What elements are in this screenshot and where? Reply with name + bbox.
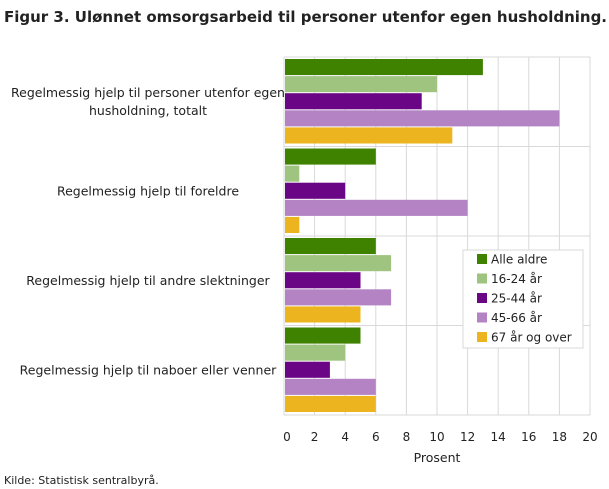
bar [285,327,361,344]
x-tick-label: 20 [582,430,597,444]
category-label: Regelmessig hjelp til foreldre [57,183,239,198]
chart-title: Figur 3. Ulønnet omsorgsarbeid til perso… [4,8,609,26]
legend-swatch [477,254,487,264]
legend: Alle aldre 16-24 år 25-44 år 45-66 år 67 år … [462,249,584,349]
x-tick-label: 2 [311,430,319,444]
x-tick-label: 14 [491,430,506,444]
x-tick-label: 12 [460,430,475,444]
bar [285,289,392,306]
legend-label: 16-24 år [491,272,542,286]
legend-label: 45-66 år [491,311,542,325]
category-label: Regelmessig hjelp til andre slektninger [26,273,270,288]
legend-swatch [477,312,487,323]
category-labels: Regelmessig hjelp til personer utenfor e… [11,85,285,378]
x-tick-label: 10 [429,430,444,444]
bar [285,199,468,216]
x-tick-label: 4 [341,430,349,444]
category-label: Regelmessig hjelp til naboer eller venne… [20,362,278,377]
bar [285,216,300,233]
bar [285,255,392,272]
x-tick-label: 0 [283,430,291,444]
bar [285,361,330,378]
x-tick-label: 6 [372,430,380,444]
bar [285,110,560,127]
bar [285,395,376,412]
bar [285,272,361,289]
bar [285,93,422,110]
bar [285,344,346,361]
legend-label: 67 år og over [491,331,572,345]
bar [285,238,376,255]
bar [285,182,346,199]
bar [285,306,361,323]
category-label: Regelmessig hjelp til personer utenfor e… [11,85,285,100]
bar [285,76,437,93]
bar [285,148,376,165]
x-tick-label: 18 [552,430,567,444]
legend-swatch [477,332,487,342]
x-tick-labels: 0 2 4 6 8 10 12 14 16 18 20 [283,430,597,444]
bar [285,165,300,182]
bar [285,378,376,395]
source-note: Kilde: Statistisk sentralbyrå. [4,474,159,487]
x-tick-label: 16 [521,430,536,444]
bars [285,59,560,412]
bar [285,127,453,144]
legend-swatch [477,293,487,303]
legend-swatch [477,273,487,284]
category-label: husholdning, totalt [89,103,207,118]
legend-label: Alle aldre [491,253,547,267]
legend-label: 25-44 år [491,292,542,306]
x-axis-label: Prosent [414,450,461,465]
bar [285,59,483,76]
x-tick-label: 8 [403,430,411,444]
